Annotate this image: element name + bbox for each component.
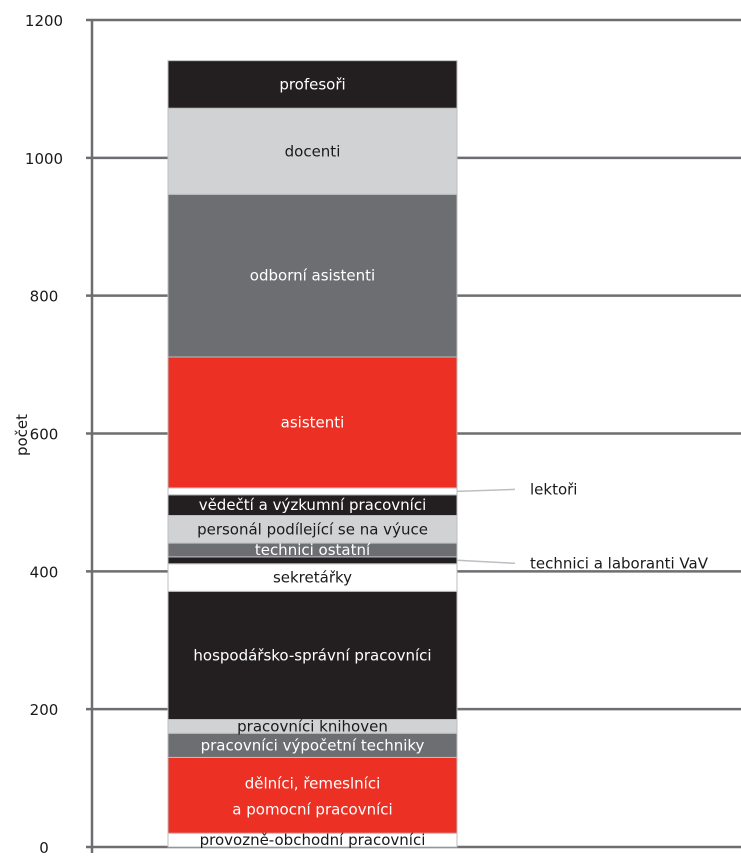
segment-label-9: vědečtí a výzkumní pracovníci bbox=[199, 496, 427, 514]
segment-label-7: technici ostatní bbox=[255, 541, 371, 559]
segment-13 bbox=[167, 107, 458, 195]
external-labels: technici a laboranti VaV lektoři bbox=[456, 480, 709, 572]
segment-label-5: sekretářky bbox=[273, 569, 352, 587]
segment-label-14: profesoři bbox=[279, 75, 345, 93]
segment-2 bbox=[167, 732, 458, 758]
y-tick-label-600: 600 bbox=[30, 426, 59, 444]
segment-12 bbox=[167, 193, 458, 358]
y-tick-label-400: 400 bbox=[30, 563, 59, 581]
segment-5 bbox=[167, 563, 458, 592]
segment-label-8: personál podílející se na výuce bbox=[197, 520, 428, 538]
segment-labels: provozně-obchodní pracovníci dělníci, řem… bbox=[193, 75, 431, 849]
segment-label-1-1: a pomocní pracovníci bbox=[232, 800, 392, 818]
y-tick-label-0: 0 bbox=[39, 839, 49, 857]
segment-11 bbox=[167, 356, 458, 489]
stacked-bar bbox=[167, 60, 458, 848]
segment-label-2: pracovníci výpočetní techniky bbox=[201, 736, 425, 754]
segment-label-0: provozně-obchodní pracovníci bbox=[200, 831, 426, 849]
segment-4 bbox=[167, 590, 458, 721]
y-tick-label-200: 200 bbox=[30, 701, 59, 719]
segment-label-13: docenti bbox=[285, 142, 341, 160]
external-label-6: technici a laboranti VaV bbox=[530, 554, 709, 572]
segment-label-1-0: dělníci, řemeslníci bbox=[245, 774, 381, 792]
y-tick-label-800: 800 bbox=[30, 288, 59, 306]
y-axis-title: počet bbox=[13, 414, 31, 456]
y-tick-labels: 0 200 400 600 800 1000 1200 bbox=[25, 12, 63, 857]
segment-8 bbox=[167, 515, 458, 544]
segment-label-3: pracovníci knihoven bbox=[237, 717, 388, 735]
y-tick-label-1200: 1200 bbox=[25, 12, 63, 30]
segment-14 bbox=[167, 60, 458, 109]
segment-label-11: asistenti bbox=[281, 413, 345, 431]
leader-line-10 bbox=[456, 488, 516, 493]
segment-label-4: hospodářsko-správní pracovníci bbox=[193, 646, 431, 664]
segment-label-12: odborní asistenti bbox=[250, 267, 375, 285]
segment-1 bbox=[167, 756, 458, 834]
external-label-10: lektoři bbox=[530, 480, 577, 498]
y-tick-label-1000: 1000 bbox=[25, 150, 63, 168]
leader-line-6 bbox=[456, 559, 516, 565]
segment-10 bbox=[167, 487, 458, 496]
